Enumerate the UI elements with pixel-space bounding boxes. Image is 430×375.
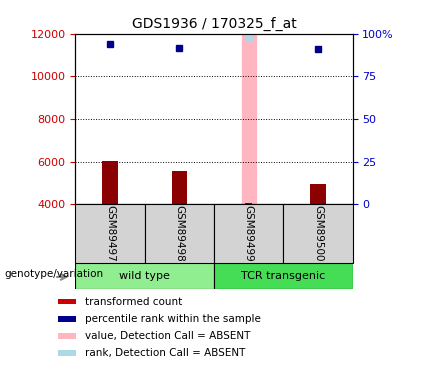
Bar	[58, 316, 76, 321]
Text: transformed count: transformed count	[85, 297, 182, 307]
Text: GSM89500: GSM89500	[313, 205, 323, 262]
Text: genotype/variation: genotype/variation	[4, 269, 104, 279]
Bar	[58, 333, 76, 339]
Bar	[58, 299, 76, 304]
FancyBboxPatch shape	[144, 204, 214, 262]
FancyBboxPatch shape	[214, 262, 353, 289]
Bar	[310, 184, 326, 204]
Text: TCR transgenic: TCR transgenic	[241, 271, 326, 280]
Text: percentile rank within the sample: percentile rank within the sample	[85, 314, 261, 324]
Text: GSM89497: GSM89497	[105, 205, 115, 262]
Bar	[245, 203, 252, 204]
FancyBboxPatch shape	[214, 204, 283, 262]
FancyBboxPatch shape	[283, 204, 353, 262]
Bar	[102, 160, 117, 204]
Text: value, Detection Call = ABSENT: value, Detection Call = ABSENT	[85, 331, 250, 341]
Text: GSM89499: GSM89499	[243, 205, 254, 262]
FancyBboxPatch shape	[75, 204, 144, 262]
Text: rank, Detection Call = ABSENT: rank, Detection Call = ABSENT	[85, 348, 245, 358]
Title: GDS1936 / 170325_f_at: GDS1936 / 170325_f_at	[132, 17, 296, 32]
FancyBboxPatch shape	[75, 262, 214, 289]
Text: GSM89498: GSM89498	[174, 205, 184, 262]
Bar	[58, 350, 76, 356]
Bar	[172, 171, 187, 204]
Text: wild type: wild type	[119, 271, 170, 280]
